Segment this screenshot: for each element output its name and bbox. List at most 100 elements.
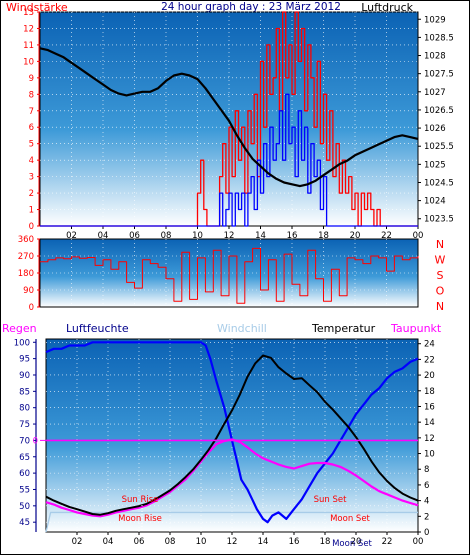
wind-speed-tick-label: 11 [23,41,34,51]
climate-plot-grid [46,339,418,532]
main-x-tick-label: 06 [129,231,140,241]
compass-letter: N [436,238,444,251]
humidity-label: Luftfeuchte [66,322,129,335]
wind-speed-tick-label: 0 [29,222,34,232]
wind-direction-tick-label: 270 [18,252,34,262]
wind-speed-tick-label: 6 [29,123,34,133]
pressure-tick-label: 1029 [424,15,446,25]
dewpoint-series [45,438,419,518]
temperature-tick-label: 0 [424,528,429,538]
pressure-tick-label: 1026 [424,124,446,134]
sun-set-label: Sun Set [314,495,347,505]
temperature-tick-label: 6 [424,481,429,491]
moon-set-axis-label: Moon Set [332,539,372,549]
main-plot-series [39,11,419,227]
rain-axis: 0 [33,436,46,446]
astro-annotations: Sun Rise Moon Rise Sun Set Moon Set Moon Set [118,495,372,549]
main-x-tick-label: 16 [287,231,298,241]
wind-direction-tick-label: 360 [18,235,34,245]
wind-speed-tick-label: 5 [29,140,34,150]
compass-letter: S [437,269,444,282]
wind-speed-tick-label: 4 [29,156,34,166]
main-time-axis: 02 04 06 08 10 12 14 16 18 20 22 00 [66,226,423,241]
temperature-tick-label: 16 [424,402,435,412]
temperature-tick-label: 8 [424,465,429,475]
wind-speed-tick-label: 9 [29,74,34,84]
pressure-tick-label: 1024.5 [424,178,454,188]
wind-direction-tick-label: 90 [23,286,34,296]
humidity-tick-label: 65 [19,453,30,463]
wind-direction-series [40,247,419,304]
rain-tick-label: 0 [33,436,38,446]
temperature-tick-label: 14 [424,418,435,428]
temperature-series [45,354,419,516]
humidity-tick-label: 70 [19,436,30,446]
compass-letter: N [436,300,444,313]
temperature-tick-label: 24 [424,340,435,350]
pressure-tick-label: 1025.5 [424,142,454,152]
pressure-tick-label: 1027 [424,88,446,98]
humidity-series [45,341,419,524]
temperature-tick-label: 20 [424,371,435,381]
temperature-tick-label: 2 [424,512,429,522]
compass-letter: W [435,254,446,267]
humidity-tick-label: 45 [19,518,30,528]
climate-x-tick-label: 04 [103,537,114,547]
climate-x-tick-label: 00 [413,537,424,547]
pressure-tick-label: 1027.5 [424,70,454,80]
pressure-axis: 1023.5 1024 1024.5 1025 1025.5 1026 1026.5 1027… [418,15,454,225]
climate-x-tick-label: 18 [320,537,331,547]
temperature-tick-label: 4 [424,497,429,507]
wind-direction-tick-label: 180 [18,269,34,279]
wind-speed-tick-label: 2 [29,189,34,199]
humidity-axis: 45 50 55 60 65 70 75 80 85 90 95 100 [14,338,37,532]
climate-x-tick-label: 06 [134,537,145,547]
pressure-tick-label: 1028.5 [424,33,454,43]
wind-direction-tick-label: 0 [29,303,34,313]
moon-rise-label: Moon Rise [118,514,162,524]
humidity-tick-label: 60 [19,469,30,479]
pressure-tick-label: 1024 [424,197,446,207]
chart-title: 24 hour graph day : 23 März 2012 [161,1,341,13]
climate-plot-series [45,341,419,533]
windchill-series [45,511,418,533]
wind-direction-series [40,247,419,304]
pressure-tick-label: 1026.5 [424,106,454,116]
climate-x-tick-label: 02 [72,537,83,547]
rain-label: Regen [2,322,37,335]
humidity-tick-label: 85 [19,387,30,397]
moon-set-label: Moon Set [330,514,370,524]
climate-x-tick-label: 16 [289,537,300,547]
wind-speed-tick-label: 7 [29,107,34,117]
wind-speed-label: Windstärke [6,1,68,14]
sun-rise-label: Sun Rise [122,495,159,505]
wind-average-series [40,93,418,227]
climate-x-tick-label: 14 [258,537,269,547]
wind-speed-tick-label: 8 [29,90,34,100]
humidity-tick-label: 80 [19,404,30,414]
main-x-tick-label: 02 [66,231,77,241]
humidity-tick-label: 50 [19,502,30,512]
climate-x-tick-label: 22 [382,537,393,547]
pressure-series [39,47,419,188]
humidity-tick-label: 100 [14,338,30,348]
climate-x-tick-label: 10 [196,537,207,547]
humidity-tick-label: 75 [19,420,30,430]
wind-speed-tick-label: 1 [29,206,34,216]
pressure-tick-label: 1028 [424,52,446,62]
main-x-tick-label: 04 [98,231,109,241]
main-x-tick-label: 18 [318,231,329,241]
windchill-label: Windchill [217,322,267,335]
wind-speed-tick-label: 3 [29,173,34,183]
wind-gust-series [40,11,418,227]
pressure-label: Luftdruck [361,1,413,14]
main-x-tick-label: 12 [224,231,235,241]
temperature-tick-label: 18 [424,387,435,397]
climate-x-tick-label: 08 [165,537,176,547]
main-x-tick-label: 22 [381,231,392,241]
climate-time-axis: 02 04 06 08 10 12 14 16 18 20 22 00 [72,532,424,547]
